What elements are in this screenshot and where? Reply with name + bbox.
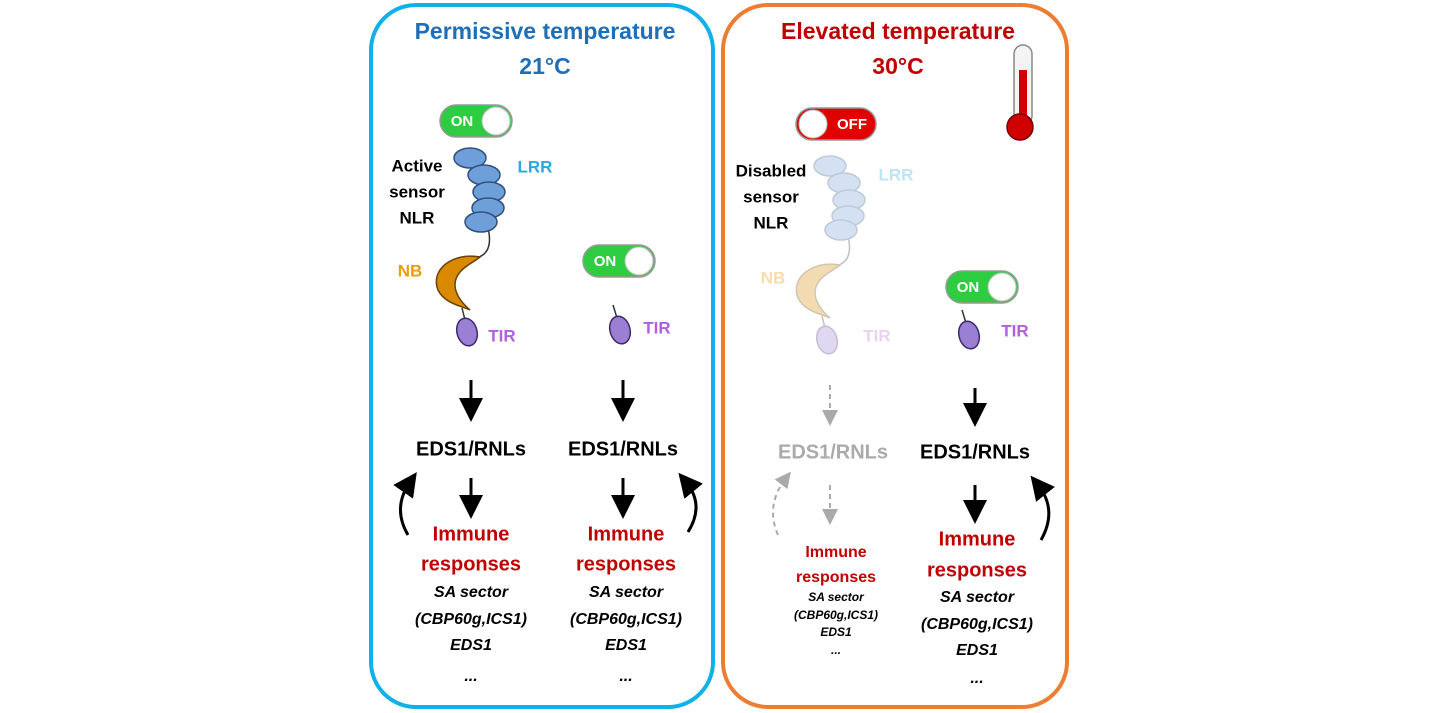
switch-label: ON xyxy=(594,253,617,270)
tir-domain xyxy=(957,320,981,350)
detail: EDS1 xyxy=(450,637,492,654)
response: Immune xyxy=(433,523,510,545)
switch-label: ON xyxy=(451,113,474,130)
sensor-label: Active xyxy=(391,156,442,175)
response: responses xyxy=(576,553,676,575)
sensor-nlr-disabled xyxy=(795,155,866,357)
node: EDS1/RNLs xyxy=(416,438,526,460)
domain-label: NB xyxy=(761,268,786,287)
domain-label: LRR xyxy=(518,157,553,176)
switch: ON xyxy=(945,270,1019,304)
feedback-arrow xyxy=(393,472,417,536)
response: responses xyxy=(927,559,1027,581)
temperature: 30°C xyxy=(872,53,923,79)
feedback-arrow xyxy=(1030,475,1055,541)
sensor-label: Disabled xyxy=(736,161,807,180)
detail: (CBP60g,ICS1) xyxy=(570,611,682,628)
domain-label: TIR xyxy=(488,326,515,345)
switch-label: ON xyxy=(957,279,980,296)
domain-label: TIR xyxy=(863,326,890,345)
sensor-label: NLR xyxy=(400,208,435,227)
detail: ... xyxy=(619,668,632,685)
response: responses xyxy=(796,569,876,586)
tir-domain xyxy=(608,315,632,345)
node: EDS1/RNLs xyxy=(568,438,678,460)
sensor-label: sensor xyxy=(389,182,445,201)
detail: ... xyxy=(831,643,841,657)
domain-label: NB xyxy=(398,261,423,280)
thermometer xyxy=(1006,44,1034,141)
panel-title: Elevated temperature xyxy=(781,18,1015,44)
switch: ON xyxy=(439,104,513,138)
response: responses xyxy=(421,553,521,575)
switch: OFF xyxy=(795,107,877,141)
detail: (CBP60g,ICS1) xyxy=(415,611,527,628)
detail: ... xyxy=(464,668,477,685)
sensor-label: NLR xyxy=(754,213,789,232)
detail: EDS1 xyxy=(605,637,647,654)
panel-box xyxy=(369,3,715,709)
domain-label: TIR xyxy=(1001,321,1028,340)
node: EDS1/RNLs xyxy=(920,441,1030,463)
detail: SA sector xyxy=(940,589,1015,606)
domain-label: LRR xyxy=(879,165,914,184)
sensor-nlr xyxy=(435,147,506,349)
switch-label: OFF xyxy=(837,116,867,133)
detail: SA sector xyxy=(808,590,865,604)
temperature: 21°C xyxy=(519,53,570,79)
feedback-arrow xyxy=(678,472,703,533)
panel-box xyxy=(721,3,1069,709)
node: EDS1/RNLs xyxy=(778,441,888,463)
detail: SA sector xyxy=(434,584,509,601)
switch: ON xyxy=(582,244,656,278)
response: Immune xyxy=(939,528,1016,550)
sensor-label: sensor xyxy=(743,187,799,206)
detail: (CBP60g,ICS1) xyxy=(921,616,1033,633)
detail: EDS1 xyxy=(956,642,998,659)
domain-label: TIR xyxy=(643,318,670,337)
detail: ... xyxy=(970,670,983,687)
dashed-feedback-arrow xyxy=(772,471,791,536)
panel-title: Permissive temperature xyxy=(415,18,676,44)
response: Immune xyxy=(588,523,665,545)
response: Immune xyxy=(805,544,866,561)
detail: SA sector xyxy=(589,584,664,601)
detail: EDS1 xyxy=(820,625,852,639)
detail: (CBP60g,ICS1) xyxy=(794,608,878,622)
